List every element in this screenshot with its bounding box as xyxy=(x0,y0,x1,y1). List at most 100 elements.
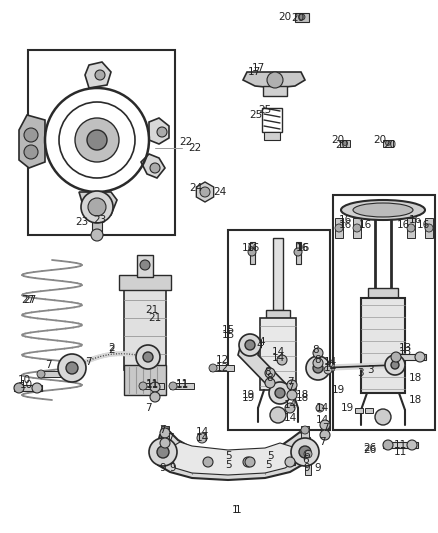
Circle shape xyxy=(277,355,287,365)
Circle shape xyxy=(306,356,330,380)
Text: 7: 7 xyxy=(167,433,173,443)
Text: 16: 16 xyxy=(339,215,352,225)
Circle shape xyxy=(149,438,177,466)
Text: 6: 6 xyxy=(303,455,309,465)
Bar xyxy=(170,383,194,389)
Text: 27: 27 xyxy=(23,295,37,305)
Circle shape xyxy=(415,352,425,362)
Text: 21: 21 xyxy=(148,313,162,323)
Text: 20: 20 xyxy=(279,12,292,22)
Circle shape xyxy=(75,118,119,162)
Circle shape xyxy=(66,362,78,374)
Bar xyxy=(263,86,287,96)
Text: 4: 4 xyxy=(257,340,263,350)
Text: 14: 14 xyxy=(315,403,328,413)
Text: 9: 9 xyxy=(170,463,177,473)
Text: 16: 16 xyxy=(295,243,309,253)
Circle shape xyxy=(391,352,401,362)
Polygon shape xyxy=(79,192,117,220)
Circle shape xyxy=(316,404,324,412)
Bar xyxy=(383,140,393,147)
Polygon shape xyxy=(243,72,305,88)
Bar xyxy=(340,140,350,147)
Circle shape xyxy=(95,70,105,80)
Text: 7: 7 xyxy=(321,423,328,433)
Polygon shape xyxy=(85,62,111,88)
Text: 2: 2 xyxy=(109,345,115,355)
Text: 20: 20 xyxy=(332,135,345,145)
Circle shape xyxy=(157,446,169,458)
Text: 3: 3 xyxy=(367,365,373,375)
Bar xyxy=(28,50,175,235)
Bar xyxy=(137,255,153,277)
Text: 16: 16 xyxy=(417,220,430,230)
Text: 20: 20 xyxy=(383,140,396,150)
Text: 19: 19 xyxy=(340,403,353,413)
Bar xyxy=(140,383,164,389)
Text: 7: 7 xyxy=(85,357,91,367)
Text: 3: 3 xyxy=(357,368,363,378)
Text: 23: 23 xyxy=(75,217,88,227)
Text: 5: 5 xyxy=(267,451,273,461)
Circle shape xyxy=(270,407,286,423)
Polygon shape xyxy=(19,115,45,168)
Bar xyxy=(333,195,435,430)
Text: 15: 15 xyxy=(221,330,235,340)
Bar xyxy=(273,238,283,310)
Text: 8: 8 xyxy=(313,345,319,355)
Circle shape xyxy=(265,368,275,378)
Text: 17: 17 xyxy=(247,67,261,77)
Bar xyxy=(425,218,433,238)
Text: 24: 24 xyxy=(213,187,226,197)
Text: 26: 26 xyxy=(364,443,377,453)
Text: 20: 20 xyxy=(374,135,387,145)
Text: 13: 13 xyxy=(399,347,412,357)
Circle shape xyxy=(87,130,107,150)
Text: 22: 22 xyxy=(180,137,193,147)
Text: 11: 11 xyxy=(145,379,159,389)
Text: 10: 10 xyxy=(19,380,32,390)
Bar xyxy=(260,318,296,390)
Text: 18: 18 xyxy=(408,373,422,383)
Circle shape xyxy=(161,426,169,434)
Circle shape xyxy=(243,457,253,467)
Text: 7: 7 xyxy=(287,377,293,387)
Text: 16: 16 xyxy=(396,220,410,230)
Bar xyxy=(203,459,253,465)
Text: 14: 14 xyxy=(195,427,208,437)
Text: 16: 16 xyxy=(408,215,422,225)
Bar xyxy=(266,310,290,318)
Circle shape xyxy=(136,345,160,369)
Text: 14: 14 xyxy=(283,400,297,410)
Circle shape xyxy=(391,361,399,369)
Circle shape xyxy=(353,224,361,232)
Bar xyxy=(391,354,426,360)
Text: 9: 9 xyxy=(304,463,310,473)
Text: 7: 7 xyxy=(45,360,51,370)
Circle shape xyxy=(58,354,86,382)
Circle shape xyxy=(209,364,217,372)
Text: 14: 14 xyxy=(283,413,297,423)
Text: 19: 19 xyxy=(241,390,254,400)
Circle shape xyxy=(385,355,405,375)
Circle shape xyxy=(37,370,45,378)
Ellipse shape xyxy=(353,203,413,217)
Text: 17: 17 xyxy=(251,63,265,73)
Circle shape xyxy=(287,380,297,390)
Bar xyxy=(124,365,166,395)
Circle shape xyxy=(299,446,311,458)
Text: 22: 22 xyxy=(188,143,201,153)
Circle shape xyxy=(143,352,153,362)
Text: 5: 5 xyxy=(225,451,231,461)
Polygon shape xyxy=(238,340,290,398)
Bar xyxy=(38,371,62,377)
Text: 8: 8 xyxy=(265,367,271,377)
Bar xyxy=(161,426,169,454)
Bar xyxy=(124,285,166,370)
Bar xyxy=(245,459,295,465)
Circle shape xyxy=(197,433,207,443)
Text: 27: 27 xyxy=(21,295,35,305)
Bar xyxy=(305,451,311,475)
Bar xyxy=(14,385,42,391)
Bar xyxy=(368,288,398,298)
